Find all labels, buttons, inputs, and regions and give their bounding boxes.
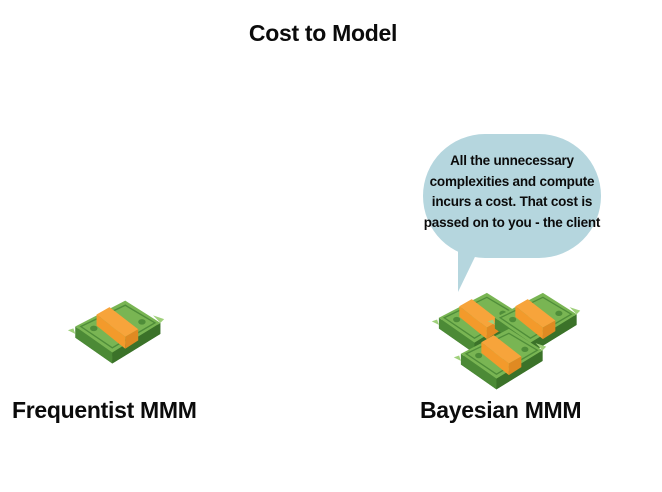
speech-bubble <box>423 134 601 258</box>
frequentist-label: Frequentist MMM <box>12 397 197 423</box>
bayesian-label: Bayesian MMM <box>420 397 582 423</box>
speech-bubble-text: All the unnecessary complexities and com… <box>423 153 601 230</box>
page-title: Cost to Model <box>248 20 398 46</box>
money-stack-icon <box>453 328 547 391</box>
money-stack-icon <box>67 299 165 365</box>
speech-bubble-tail <box>458 230 488 292</box>
